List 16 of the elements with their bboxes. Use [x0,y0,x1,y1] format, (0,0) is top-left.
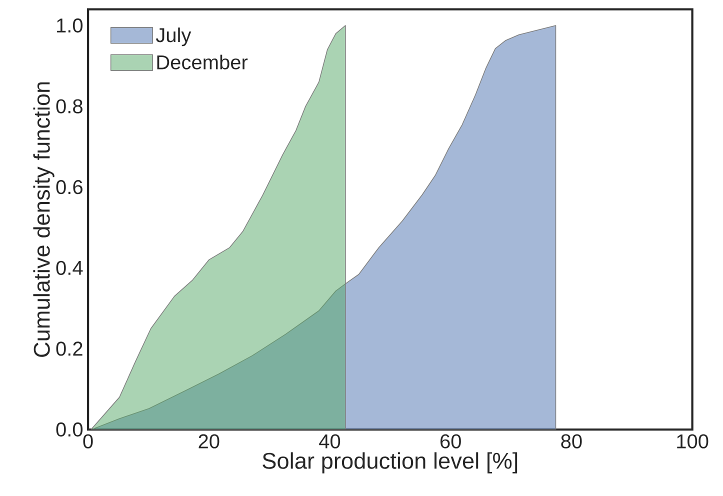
y-tick-label: 0.0 [56,422,83,436]
legend-label: July [156,27,192,46]
x-tick-label: 60 [440,434,461,448]
y-tick-label: 0.6 [56,180,82,194]
legend-label: December [157,54,248,70]
x-tick-label: 20 [198,434,220,448]
x-tick-label: 80 [561,434,582,448]
y-axis-title: Cumulative density function [33,82,54,357]
x-axis-title: Solar production level [%] [262,452,518,474]
y-tick-label: 0.4 [56,260,83,275]
x-tick-label: 100 [677,434,708,448]
x-tick-label: 40 [319,434,340,448]
y-tick-label: 0.8 [56,99,82,114]
y-tick-label: 1.0 [57,18,83,32]
x-tick-label: 0 [83,434,93,448]
y-tick-label: 0.2 [56,342,82,356]
